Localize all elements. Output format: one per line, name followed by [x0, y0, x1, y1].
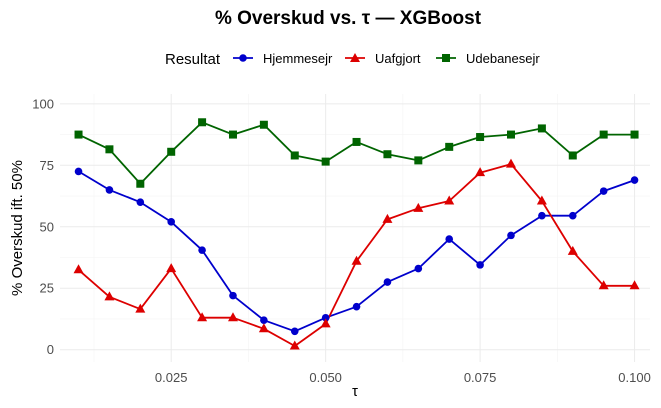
series-3-point — [198, 118, 207, 127]
series-2-point — [104, 291, 115, 301]
legend-item-1: Hjemmesejr — [233, 51, 333, 66]
legend-title: Resultat — [165, 51, 221, 68]
series-3-point — [476, 133, 485, 142]
series-3-point — [445, 142, 454, 151]
x-tick-label: 0.025 — [155, 370, 188, 385]
series-3-point — [259, 120, 268, 129]
series-1-point — [383, 278, 392, 286]
series-1-point — [476, 261, 484, 269]
series-2-point — [567, 245, 578, 255]
series-1-point — [198, 246, 206, 254]
series-3-point — [167, 147, 176, 156]
series-3-point — [383, 150, 392, 159]
series-1-point — [414, 264, 423, 273]
y-tick-label: 0 — [47, 342, 54, 357]
legend-marker-3 — [442, 54, 450, 62]
series-1-point — [321, 313, 330, 322]
series-2-point — [166, 263, 177, 273]
series-1-point — [630, 176, 639, 184]
series-2-point — [197, 312, 208, 322]
series-3-point — [506, 130, 515, 139]
legend-item-2: Uafgjort — [345, 51, 421, 66]
x-axis-title: τ — [352, 383, 358, 400]
series-3-point — [321, 157, 330, 166]
series-1-point — [229, 291, 237, 300]
series-2-point — [135, 303, 146, 313]
series-2-point — [444, 195, 455, 205]
legend-marker-2 — [350, 53, 360, 62]
x-tick-label: 0.075 — [464, 370, 497, 385]
legend-label-1: Hjemmesejr — [263, 51, 333, 66]
y-tick-label: 25 — [40, 281, 54, 296]
x-tick-label: 0.050 — [309, 370, 342, 385]
x-tick-label: 0.100 — [618, 370, 651, 385]
series-2-point — [73, 264, 84, 274]
series-1-point — [445, 235, 454, 243]
series-2-point — [258, 323, 269, 333]
y-tick-label: 100 — [32, 96, 54, 111]
legend-marker-1 — [239, 54, 247, 62]
y-axis-title: % Overskud ift. 50% — [9, 160, 26, 296]
series-1-point — [105, 186, 114, 194]
series-1-point — [538, 211, 546, 220]
series-2-point — [475, 167, 486, 177]
series-1-point — [260, 316, 268, 325]
series-1-point — [290, 327, 299, 336]
series-1-point — [136, 198, 145, 206]
series-2-point — [382, 213, 393, 223]
series-1-point — [599, 187, 608, 195]
series-1-point — [568, 211, 577, 220]
series-2-point — [598, 280, 609, 290]
series-2-point — [629, 280, 640, 290]
legend: Resultat Hjemmesejr Uafgjort Udebanesejr — [165, 51, 540, 68]
chart-title: % Overskud vs. τ — XGBoost — [215, 8, 482, 29]
series-1-point — [352, 302, 361, 311]
series-3-point — [136, 179, 145, 188]
series-3-point — [537, 124, 546, 133]
series-2-point — [413, 202, 424, 212]
series-2-point — [289, 340, 300, 350]
series-2-point — [536, 195, 547, 205]
series-3-point — [105, 145, 114, 154]
series-3-point — [414, 156, 423, 165]
series-3-point — [599, 130, 608, 139]
series-3-point — [568, 151, 577, 160]
series-2-point — [351, 255, 362, 265]
legend-item-3: Udebanesejr — [436, 51, 540, 66]
series-2-point — [320, 318, 331, 328]
plot-area: 0.025 0.050 0.075 0.100 0 25 50 75 100 — [32, 94, 651, 385]
series-1-point — [507, 231, 515, 240]
series-1-point — [74, 167, 83, 176]
legend-label-3: Udebanesejr — [466, 51, 540, 66]
series-3-point — [352, 137, 361, 146]
y-tick-label: 50 — [40, 219, 54, 234]
series-3-point — [228, 130, 237, 139]
series-2-point — [227, 312, 238, 322]
series-3-point — [74, 130, 83, 139]
series-3-point — [290, 151, 299, 160]
series-1-point — [167, 218, 176, 226]
series-2-point — [505, 158, 516, 168]
series-3-point — [630, 130, 639, 139]
y-tick-label: 75 — [40, 158, 54, 173]
legend-label-2: Uafgjort — [375, 51, 421, 66]
